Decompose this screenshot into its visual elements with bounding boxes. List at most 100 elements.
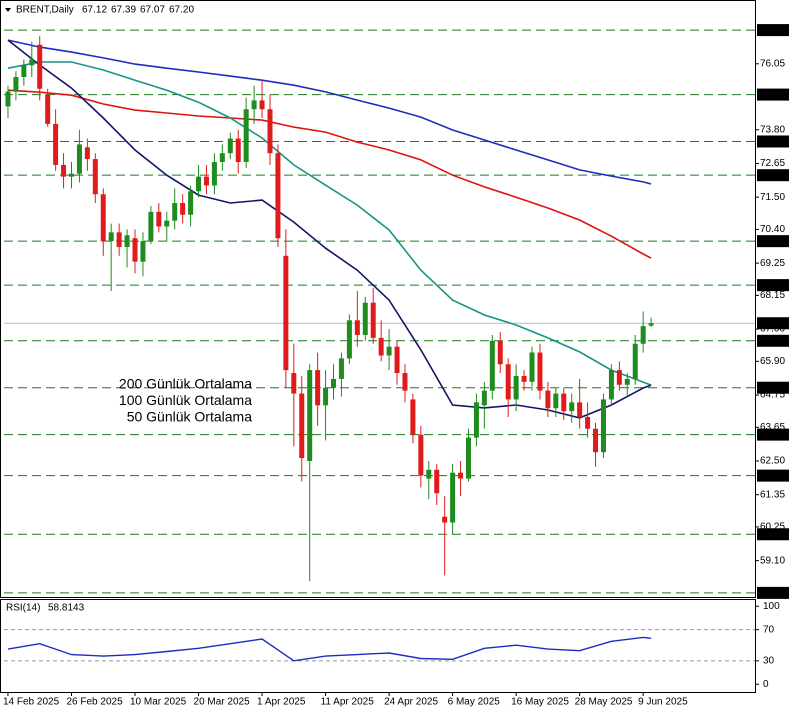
candle-body xyxy=(537,352,543,391)
candle-body xyxy=(251,100,257,110)
candle-body xyxy=(426,469,432,479)
x-tick-label: 20 Mar 2025 xyxy=(194,697,251,708)
candle-body xyxy=(13,76,19,92)
candle-body xyxy=(450,472,456,523)
candle-body xyxy=(545,390,551,409)
y-tick-label: 100 xyxy=(763,601,780,612)
level-label: 65.00 xyxy=(760,382,785,393)
candle-body xyxy=(53,123,59,165)
candle-body xyxy=(593,428,599,453)
candle-body xyxy=(219,153,225,162)
candle-body xyxy=(386,346,392,356)
candle-body xyxy=(188,191,194,215)
candle-body xyxy=(156,211,162,227)
level-label: 73.40 xyxy=(760,136,785,147)
level-label: 63.40 xyxy=(760,429,785,440)
candle-body xyxy=(84,147,90,160)
level-tag xyxy=(757,279,789,292)
level-tag xyxy=(757,428,789,441)
y-tick-label: 71.50 xyxy=(760,192,785,203)
level-label: 70.00 xyxy=(760,236,785,247)
candle-body xyxy=(211,161,217,186)
legend-entry: 50 Günlük Ortalama xyxy=(127,409,252,425)
candle-body xyxy=(132,238,138,262)
level-label: 58.00 xyxy=(760,588,785,599)
candle-body xyxy=(108,232,114,242)
level-label: 62.00 xyxy=(760,470,785,481)
x-tick-label: 10 Mar 2025 xyxy=(130,697,187,708)
candle-body xyxy=(92,159,98,195)
rsi-panel xyxy=(0,599,756,693)
candle-body xyxy=(505,364,511,400)
candle-body xyxy=(68,173,74,177)
candle-body xyxy=(338,358,344,379)
candle-body xyxy=(227,138,233,154)
candle-body xyxy=(513,375,519,400)
y-tick-label: 68.15 xyxy=(760,290,785,301)
level-label: 60.00 xyxy=(760,529,785,540)
close-value: 67.20 xyxy=(169,5,194,16)
candle-body xyxy=(283,255,289,371)
moving-average xyxy=(7,39,652,185)
candle-body xyxy=(203,176,209,186)
candle-body xyxy=(481,390,487,406)
candle-body xyxy=(100,194,106,242)
level-tag xyxy=(757,469,789,482)
level-label: 77.20 xyxy=(760,25,785,36)
candle-body xyxy=(608,370,614,400)
candle-body xyxy=(21,65,27,77)
candle-body xyxy=(323,387,329,406)
level-tag xyxy=(757,334,789,347)
level-tag xyxy=(757,169,789,182)
candle-body xyxy=(243,109,249,162)
level-label: 66.60 xyxy=(760,335,785,346)
candle-body xyxy=(442,516,448,523)
y-tick-label: 70 xyxy=(763,624,775,635)
x-tick-label: 9 Jun 2025 xyxy=(638,697,688,708)
candle-body xyxy=(259,100,265,110)
candle-body xyxy=(196,176,202,192)
candle-body xyxy=(378,337,384,356)
candle-body xyxy=(418,434,424,476)
candle-body xyxy=(489,340,495,391)
rsi-line xyxy=(7,636,652,662)
candle-body xyxy=(624,378,630,385)
candle-body xyxy=(577,402,583,418)
candle-body xyxy=(291,373,297,394)
legend-entry: 100 Günlük Ortalama xyxy=(119,392,252,408)
candle-body xyxy=(497,340,503,365)
x-tick-label: 6 May 2025 xyxy=(448,697,501,708)
candle-body xyxy=(5,91,11,107)
candle-body xyxy=(331,378,337,388)
candle-body xyxy=(61,164,67,177)
candle-body xyxy=(553,393,559,409)
level-label: 72.25 xyxy=(760,170,785,181)
candle-body xyxy=(473,402,479,438)
candle-body xyxy=(140,241,146,262)
level-tag xyxy=(757,586,789,599)
moving-average xyxy=(7,89,652,259)
y-tick-label: 30 xyxy=(763,655,775,666)
candle-body xyxy=(45,94,51,124)
candle-body xyxy=(124,235,130,248)
price-panel xyxy=(0,0,756,598)
y-tick-label: 76.05 xyxy=(760,58,785,69)
candle-body xyxy=(370,302,376,338)
open-value: 67.12 xyxy=(82,5,107,16)
candle-body xyxy=(148,211,154,242)
candle-body xyxy=(394,346,400,374)
y-tick-label: 72.65 xyxy=(760,158,785,169)
candle-body xyxy=(315,370,321,406)
legend-entry: 200 Günlük Ortalama xyxy=(119,376,252,392)
candle-body xyxy=(410,399,416,435)
x-tick-label: 14 Feb 2025 xyxy=(3,697,60,708)
y-tick-label: 69.25 xyxy=(760,258,785,269)
candle-body xyxy=(632,343,638,379)
high-value: 67.39 xyxy=(111,5,136,16)
candle-body xyxy=(434,469,440,494)
candle-body xyxy=(640,326,646,344)
x-tick-label: 28 May 2025 xyxy=(575,697,633,708)
candle-body xyxy=(600,399,606,453)
candle-body xyxy=(267,109,273,154)
y-tick-label: 73.80 xyxy=(760,124,785,135)
